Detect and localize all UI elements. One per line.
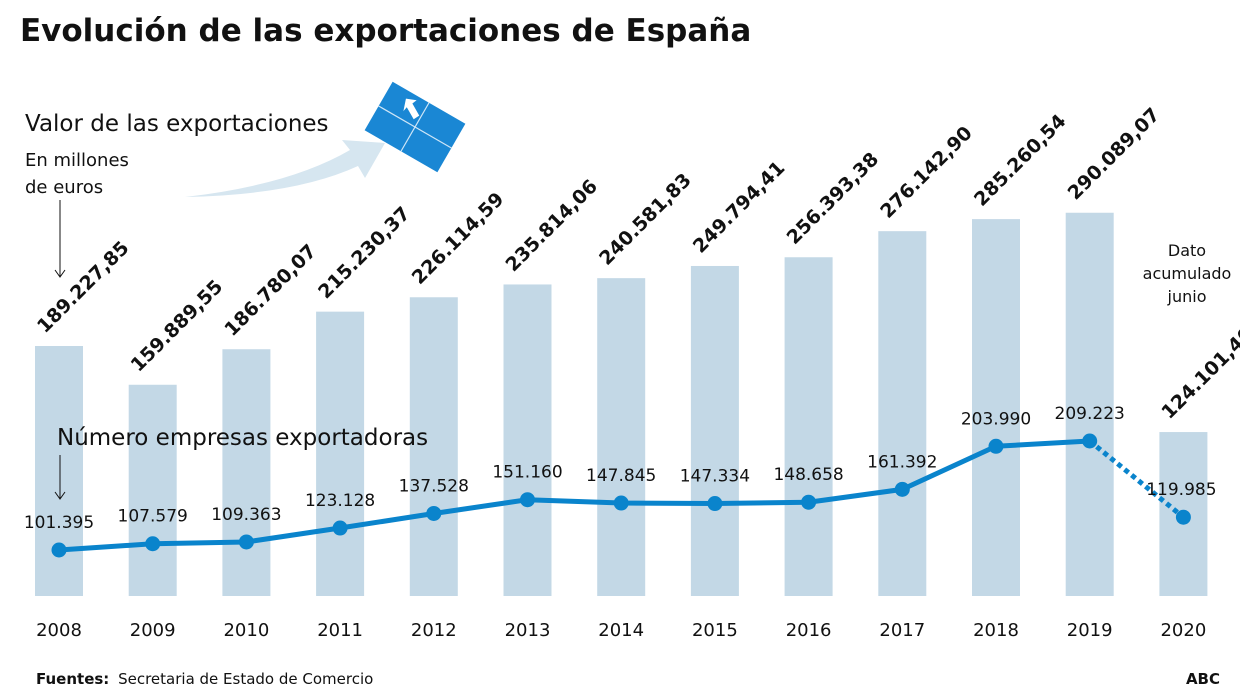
bar-2010 — [222, 349, 271, 596]
bar-value-label: 186.780,07 — [220, 240, 321, 341]
x-tick-label: 2014 — [598, 620, 644, 641]
line-value-label: 101.395 — [24, 513, 94, 533]
line-series-projection — [1088, 439, 1185, 520]
x-tick-label: 2013 — [505, 620, 551, 641]
bar-value-label: 215.230,37 — [314, 203, 415, 304]
line-value-label: 203.990 — [961, 409, 1031, 429]
bar-value-label: 240.581,83 — [595, 169, 696, 270]
partial-note-2: acumulado — [1143, 264, 1232, 283]
chart-title: Evolución de las exportaciones de España — [20, 13, 751, 49]
shipping-container-icon — [364, 81, 466, 173]
x-tick-label: 2009 — [130, 620, 176, 641]
x-tick-label: 2008 — [36, 620, 82, 641]
bar-value-label: 256.393,38 — [783, 148, 884, 249]
bar-value-label: 276.142,90 — [876, 122, 977, 223]
partial-note-1: Dato — [1168, 241, 1206, 260]
bar-2011 — [316, 311, 365, 596]
line-point-2011 — [332, 520, 348, 536]
bar-2017 — [878, 231, 927, 596]
line-point-2014 — [613, 495, 629, 511]
line-value-label: 161.392 — [867, 452, 937, 472]
line-series-path — [58, 438, 1090, 553]
x-tick-label: 2019 — [1067, 620, 1113, 641]
x-tick-label: 2015 — [692, 620, 738, 641]
unit-line-1: En millones — [25, 150, 129, 171]
line-value-label: 148.658 — [773, 465, 843, 485]
bar-value-label: 290.089,07 — [1064, 104, 1165, 205]
x-tick-label: 2020 — [1160, 620, 1206, 641]
bar-value-label: 249.794,41 — [689, 157, 790, 258]
source-label: Fuentes: — [36, 670, 109, 688]
bar-value-label: 235.814,06 — [501, 175, 602, 276]
bar-value-label: 124.101,40 — [1157, 323, 1240, 424]
bar-value-label: 226.114,59 — [408, 188, 509, 289]
line-point-2013 — [520, 492, 535, 508]
unit-pointer-arrow — [54, 200, 66, 278]
line-pointer-arrow — [54, 455, 66, 500]
x-tick-label: 2016 — [786, 620, 832, 641]
bar-value-label: 159.889,55 — [127, 276, 228, 377]
x-tick-label: 2011 — [317, 620, 363, 641]
line-value-label: 119.985 — [1146, 480, 1216, 500]
line-value-label: 209.223 — [1055, 404, 1125, 424]
line-point-2018 — [988, 438, 1004, 454]
bar-2009 — [128, 384, 177, 596]
line-point-2019 — [1082, 433, 1098, 449]
line-value-label: 107.579 — [118, 507, 188, 527]
line-value-label: 123.128 — [305, 491, 375, 511]
line-point-2017 — [894, 481, 910, 497]
line-point-2012 — [426, 505, 442, 521]
bar-2013 — [503, 284, 552, 596]
x-tick-label: 2010 — [223, 620, 269, 641]
bar-2019 — [1065, 212, 1114, 596]
unit-line-2: de euros — [25, 177, 103, 198]
bar-value-label: 189.227,85 — [33, 237, 134, 338]
line-value-label: 109.363 — [211, 505, 281, 525]
line-value-label: 151.160 — [492, 463, 562, 483]
line-value-label: 147.845 — [586, 466, 656, 486]
line-point-2020 — [1175, 509, 1191, 525]
line-point-2016 — [801, 494, 817, 510]
partial-note-3: junio — [1167, 287, 1207, 306]
bar-2016 — [784, 257, 833, 596]
bar-value-label: 285.260,54 — [970, 110, 1071, 211]
bar-2008 — [35, 346, 83, 596]
bar-series-name: Valor de las exportaciones — [25, 111, 329, 137]
line-point-2009 — [145, 536, 161, 552]
x-tick-label: 2017 — [879, 620, 925, 641]
brand-logo: ABC — [1186, 670, 1220, 688]
source-text: Secretaria de Estado de Comercio — [118, 670, 373, 688]
line-point-2008 — [51, 542, 67, 558]
line-value-label: 137.528 — [399, 476, 469, 496]
line-value-label: 147.334 — [680, 467, 750, 487]
line-point-2015 — [707, 496, 723, 512]
x-tick-label: 2018 — [973, 620, 1019, 641]
x-tick-label: 2012 — [411, 620, 457, 641]
bar-2012 — [409, 297, 458, 596]
bar-2014 — [597, 278, 646, 596]
line-point-2010 — [238, 534, 254, 550]
bar-2018 — [972, 219, 1020, 596]
source-note: Fuentes: Secretaria de Estado de Comerci… — [36, 670, 373, 688]
bar-2015 — [690, 265, 739, 596]
trend-arrow-icon — [185, 140, 385, 197]
line-series-name: Número empresas exportadoras — [57, 425, 428, 451]
